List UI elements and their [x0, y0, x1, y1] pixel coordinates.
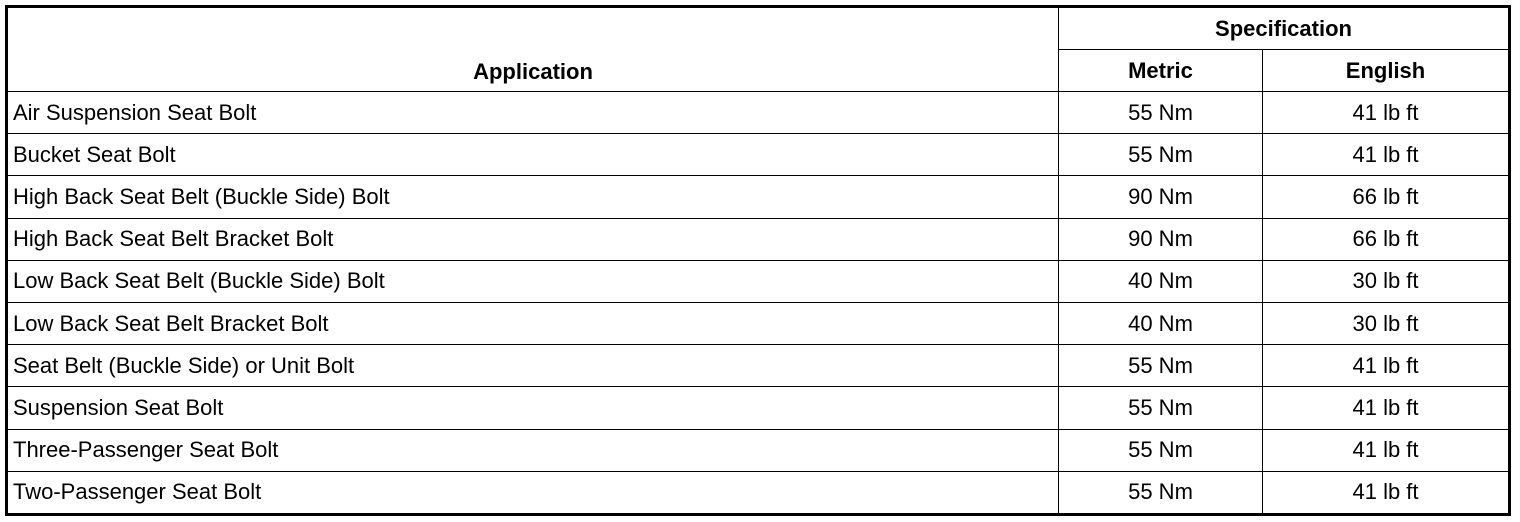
- metric-cell: 55 Nm: [1058, 428, 1263, 472]
- table-row: Seat Belt (Buckle Side) or Unit Bolt 55 N…: [6, 344, 1511, 388]
- table-row: Bucket Seat Bolt 55 Nm 41 lb ft: [6, 133, 1511, 177]
- metric-cell: 40 Nm: [1058, 259, 1263, 303]
- metric-cell: 55 Nm: [1058, 470, 1263, 516]
- application-cell: High Back Seat Belt Bracket Bolt: [6, 217, 1059, 261]
- metric-cell: 90 Nm: [1058, 217, 1263, 261]
- table-row: Two-Passenger Seat Bolt 55 Nm 41 lb ft: [6, 470, 1511, 516]
- table-row: Low Back Seat Belt (Buckle Side) Bolt 40 …: [6, 259, 1511, 303]
- header-specification: Specification: [1057, 6, 1511, 50]
- header-metric: Metric: [1058, 49, 1263, 92]
- table-row: Suspension Seat Bolt 55 Nm 41 lb ft: [6, 386, 1511, 430]
- table-row: High Back Seat Belt (Buckle Side) Bolt 90…: [6, 175, 1511, 219]
- table-row: Air Suspension Seat Bolt 55 Nm 41 lb ft: [6, 90, 1511, 135]
- application-cell: Low Back Seat Belt Bracket Bolt: [6, 301, 1059, 346]
- english-cell: 66 lb ft: [1261, 175, 1511, 219]
- metric-cell: 90 Nm: [1058, 175, 1263, 219]
- english-cell: 41 lb ft: [1261, 90, 1511, 135]
- metric-cell: 55 Nm: [1058, 386, 1263, 430]
- english-cell: 66 lb ft: [1261, 217, 1511, 261]
- english-cell: 41 lb ft: [1261, 133, 1511, 177]
- header-application: Application: [6, 6, 1059, 92]
- table-row: High Back Seat Belt Bracket Bolt 90 Nm 66 …: [6, 217, 1511, 261]
- table-body: Air Suspension Seat Bolt 55 Nm 41 lb ft Buc…: [6, 90, 1511, 516]
- english-cell: 41 lb ft: [1261, 470, 1511, 516]
- application-cell: Air Suspension Seat Bolt: [6, 90, 1059, 135]
- english-cell: 41 lb ft: [1261, 386, 1511, 430]
- metric-cell: 55 Nm: [1058, 344, 1263, 388]
- application-cell: Suspension Seat Bolt: [6, 386, 1059, 430]
- application-cell: High Back Seat Belt (Buckle Side) Bolt: [6, 175, 1059, 219]
- metric-cell: 55 Nm: [1058, 90, 1263, 135]
- metric-cell: 40 Nm: [1058, 301, 1263, 346]
- table-row: Low Back Seat Belt Bracket Bolt 40 Nm 30 l…: [6, 301, 1511, 346]
- english-cell: 30 lb ft: [1261, 301, 1511, 346]
- application-cell: Bucket Seat Bolt: [6, 133, 1059, 177]
- table-row: Three-Passenger Seat Bolt 55 Nm 41 lb ft: [6, 428, 1511, 472]
- english-cell: 41 lb ft: [1261, 344, 1511, 388]
- application-cell: Seat Belt (Buckle Side) or Unit Bolt: [6, 344, 1059, 388]
- application-cell: Low Back Seat Belt (Buckle Side) Bolt: [6, 259, 1059, 303]
- application-cell: Three-Passenger Seat Bolt: [6, 428, 1059, 472]
- application-cell: Two-Passenger Seat Bolt: [6, 470, 1059, 516]
- english-cell: 41 lb ft: [1261, 428, 1511, 472]
- torque-table: Application Specification Metric English…: [5, 5, 1512, 516]
- header-english: English: [1261, 49, 1511, 92]
- metric-cell: 55 Nm: [1058, 133, 1263, 177]
- english-cell: 30 lb ft: [1261, 259, 1511, 303]
